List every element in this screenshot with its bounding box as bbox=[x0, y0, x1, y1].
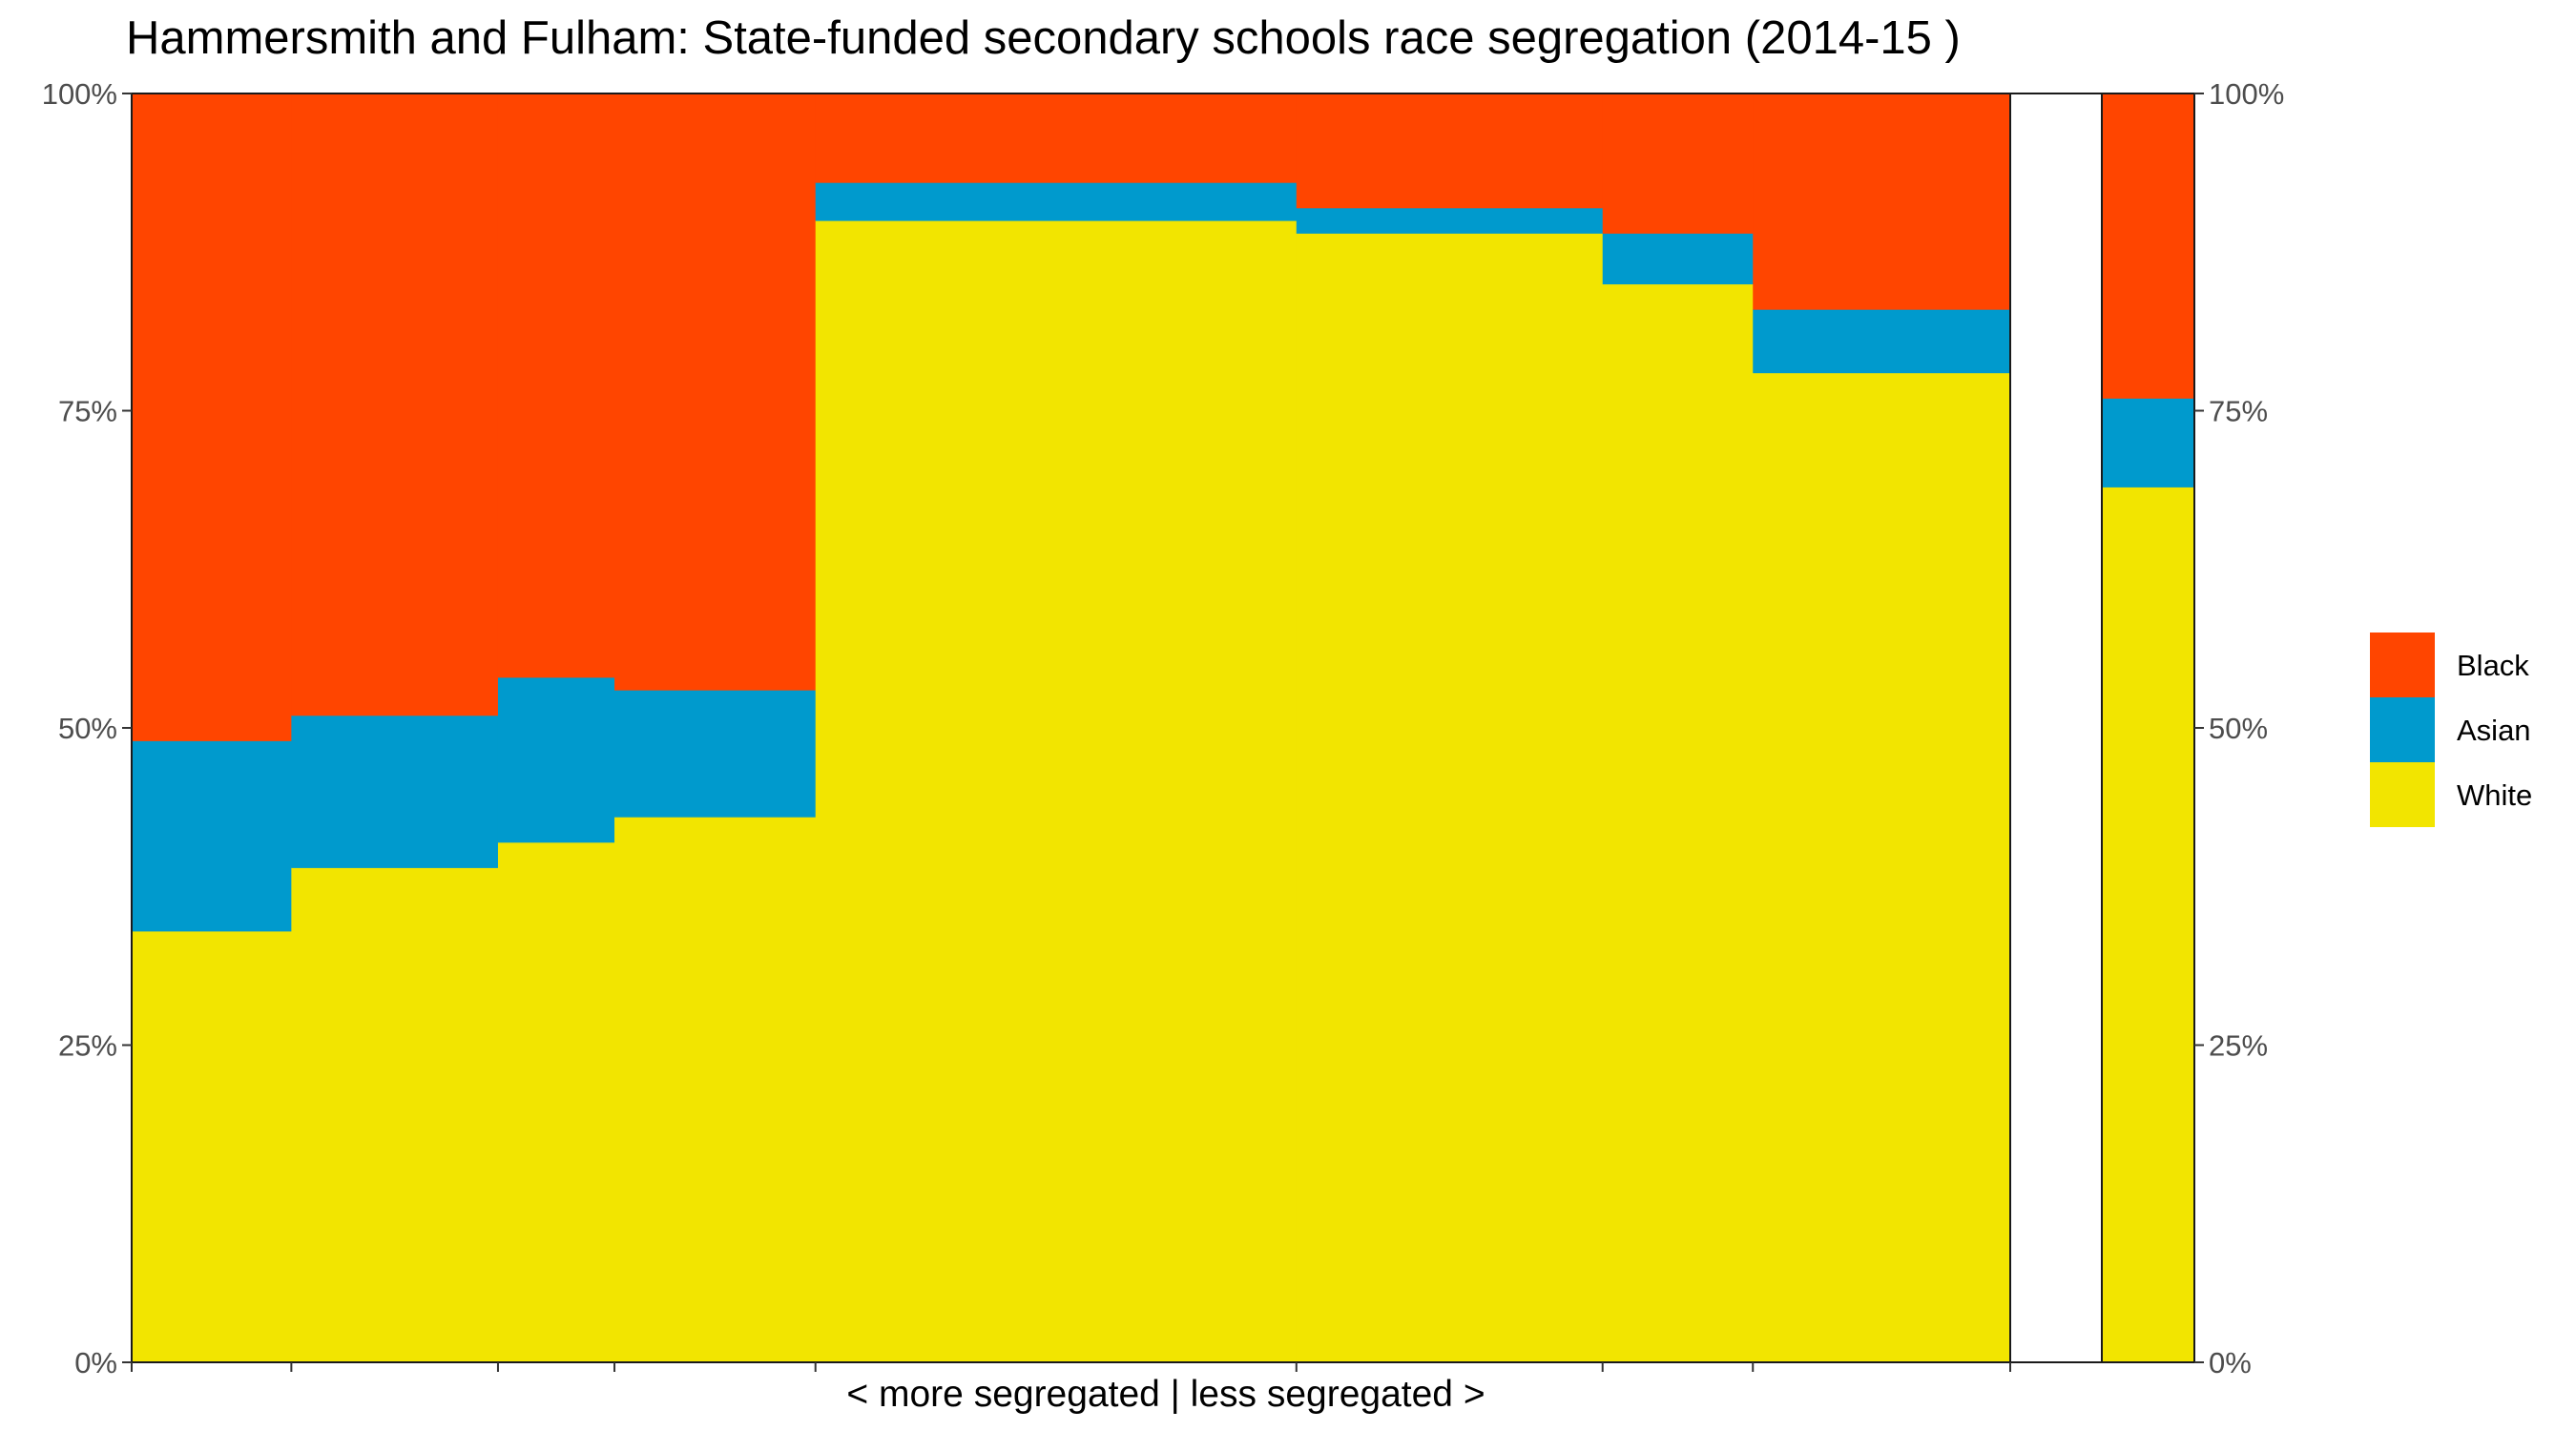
bar-asian-overall bbox=[2102, 398, 2194, 487]
gap-panel-border bbox=[2009, 93, 2103, 1363]
bar-asian-school-4 bbox=[614, 690, 817, 818]
y-tick-label-left: 100% bbox=[42, 77, 117, 111]
bar-black-school-2 bbox=[291, 93, 499, 716]
bar-asian-school-2 bbox=[291, 715, 499, 868]
bar-black-school-5 bbox=[815, 93, 1298, 183]
bars-group bbox=[132, 93, 2194, 1363]
bar-black-school-3 bbox=[497, 93, 615, 678]
x-axis-title: < more segregated | less segregated > bbox=[846, 1374, 1485, 1415]
legend-key-white bbox=[2370, 762, 2435, 827]
legend-key-black bbox=[2370, 633, 2435, 697]
y-tick-label-right: 100% bbox=[2209, 77, 2284, 111]
bar-black-school-7 bbox=[1602, 93, 1754, 234]
bar-black-school-4 bbox=[614, 93, 817, 691]
chart-title: Hammersmith and Fulham: State-funded sec… bbox=[126, 12, 1961, 64]
axes-group: 0% 0% 25% 25% 50% 50% 75% 75% 100% 100% bbox=[42, 77, 2285, 1379]
bar-white-school-3 bbox=[497, 841, 615, 1363]
y-tick-label-left: 75% bbox=[58, 395, 117, 428]
bar-white-school-8 bbox=[1753, 372, 2011, 1363]
bar-black-school-8 bbox=[1753, 93, 2011, 310]
y-tick-label-left: 25% bbox=[58, 1029, 117, 1063]
bar-black-school-1 bbox=[132, 93, 292, 741]
y-tick-label-left: 0% bbox=[74, 1346, 117, 1379]
bar-asian-school-3 bbox=[497, 676, 615, 843]
y-tick-label-left: 50% bbox=[58, 712, 117, 745]
legend-label-white: White bbox=[2457, 778, 2532, 812]
bar-white-overall bbox=[2102, 487, 2194, 1363]
legend: Black Asian White bbox=[2370, 633, 2532, 827]
bar-asian-school-8 bbox=[1753, 309, 2011, 374]
bar-black-school-6 bbox=[1296, 93, 1604, 209]
legend-key-asian bbox=[2370, 697, 2435, 762]
bar-white-school-7 bbox=[1602, 283, 1754, 1363]
bar-white-school-4 bbox=[614, 817, 817, 1363]
bar-asian-school-1 bbox=[132, 740, 292, 932]
y-tick-label-right: 75% bbox=[2209, 395, 2268, 428]
bar-white-school-6 bbox=[1296, 233, 1604, 1363]
bar-white-school-1 bbox=[132, 930, 292, 1363]
y-tick-label-right: 0% bbox=[2209, 1346, 2252, 1379]
bar-white-school-2 bbox=[291, 867, 499, 1363]
legend-label-black: Black bbox=[2457, 649, 2529, 682]
y-tick-label-right: 25% bbox=[2209, 1029, 2268, 1063]
bar-asian-school-5 bbox=[815, 182, 1298, 221]
y-tick-label-right: 50% bbox=[2209, 712, 2268, 745]
bar-asian-school-6 bbox=[1296, 207, 1604, 234]
bar-asian-school-7 bbox=[1602, 233, 1754, 285]
bar-black-overall bbox=[2102, 93, 2194, 399]
bar-white-school-5 bbox=[815, 220, 1298, 1363]
legend-label-asian: Asian bbox=[2457, 714, 2531, 747]
